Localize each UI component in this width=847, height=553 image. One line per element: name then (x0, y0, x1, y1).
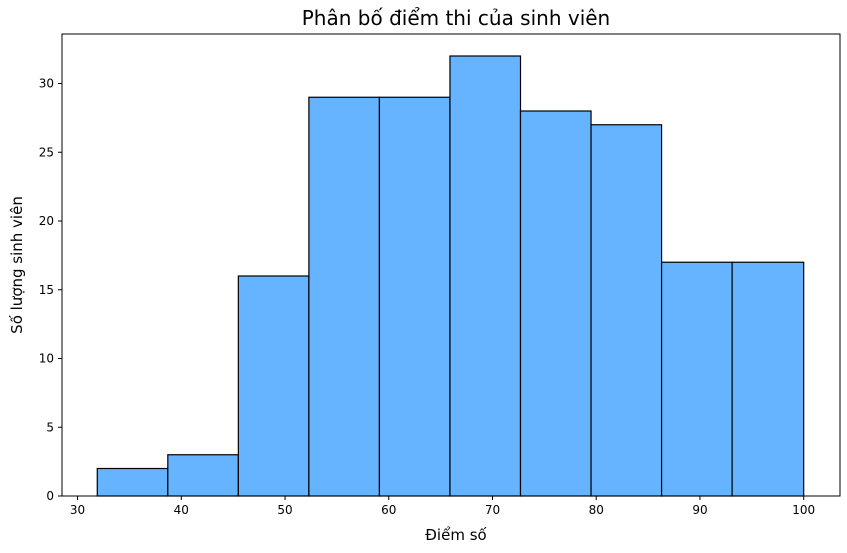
chart-title: Phân bố điểm thi của sinh viên (302, 6, 611, 30)
histogram-bar (237, 275, 310, 497)
y-tick-label: 15 (39, 283, 54, 297)
y-axis-ticks: 0 5 10 15 20 25 30 (39, 77, 62, 503)
histogram-bar (590, 124, 663, 497)
x-tick-label: 60 (381, 503, 396, 517)
x-tick-label: 70 (485, 503, 500, 517)
plot-frame (61, 33, 841, 497)
histogram-bar (519, 110, 592, 497)
x-tick-label: 90 (692, 503, 707, 517)
histogram-bar (96, 467, 169, 497)
histogram-bar (660, 261, 733, 497)
histogram-bar (378, 96, 451, 497)
y-tick-label: 10 (39, 352, 54, 366)
y-tick-label: 5 (46, 420, 54, 434)
y-tick-label: 25 (39, 145, 54, 159)
x-tick-label: 40 (174, 503, 189, 517)
x-tick-label: 100 (792, 503, 815, 517)
x-tick-label: 30 (70, 503, 85, 517)
x-axis-label: Điểm số (425, 526, 487, 544)
histogram-bar (167, 454, 239, 497)
y-tick-label: 0 (46, 489, 54, 503)
y-tick-label: 30 (39, 77, 54, 91)
histogram-bar (308, 96, 381, 497)
x-axis-ticks: 30 40 50 60 70 80 90 100 (70, 496, 815, 517)
x-tick-label: 50 (277, 503, 292, 517)
histogram-bar (731, 261, 805, 497)
y-axis-label: Số lượng sinh viên (8, 196, 26, 334)
histogram-bar (449, 55, 522, 497)
bars-group (96, 55, 805, 497)
y-tick-label: 20 (39, 214, 54, 228)
x-tick-label: 80 (589, 503, 604, 517)
